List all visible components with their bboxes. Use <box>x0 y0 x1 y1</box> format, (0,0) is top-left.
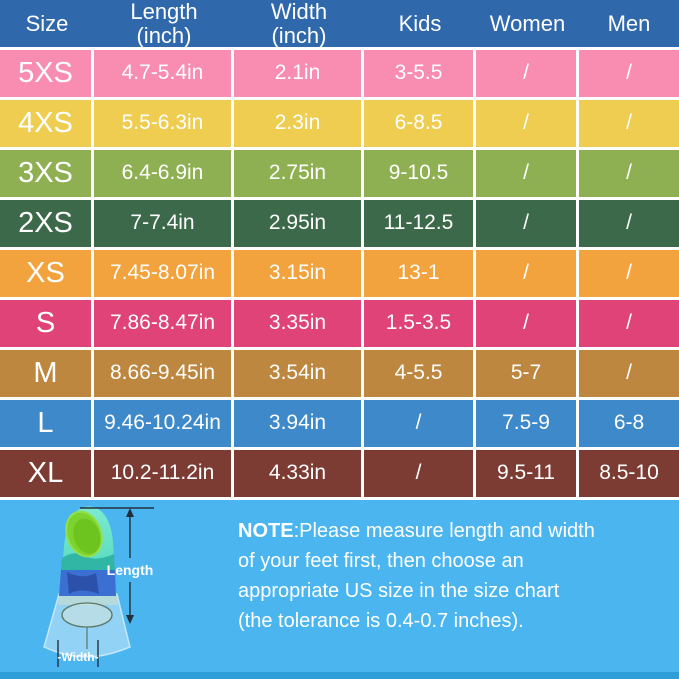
cell-width: 2.1in <box>234 50 364 97</box>
cell-men: / <box>626 111 632 135</box>
table-row-5xs: 5XS 4.7-5.4in 2.1in 3-5.5 / / <box>0 50 679 97</box>
table-row-l: L 9.46-10.24in 3.94in / 7.5-9 6-8 <box>0 400 679 447</box>
cell-kids: / <box>364 400 476 447</box>
cell-length: 4.7-5.4in <box>94 50 234 97</box>
cell-length: 7-7.4in <box>94 200 234 247</box>
cell-kids: 13-1 <box>364 250 476 297</box>
width-dimension-marks <box>57 640 99 667</box>
cell-women: 7.5-9 <box>476 400 579 447</box>
cell-length: 8.66-9.45in <box>94 350 234 397</box>
cell-kids: 9-10.5 <box>364 150 476 197</box>
cell-men: / <box>626 261 632 285</box>
cell-width: 3.35in <box>234 300 364 347</box>
table-row-3xs: 3XS 6.4-6.9in 2.75in 9-10.5 / / <box>0 150 679 197</box>
cell-size: 3XS <box>0 150 94 197</box>
cell-size: L <box>0 400 94 447</box>
cell-width: 4.33in <box>234 450 364 497</box>
cell-length: 6.4-6.9in <box>94 150 234 197</box>
cell-width: 3.15in <box>234 250 364 297</box>
cell-kids: 1.5-3.5 <box>364 300 476 347</box>
length-arrowhead-up <box>126 508 134 517</box>
header-cell-kids: Kids <box>398 10 442 36</box>
cell-size: XS <box>0 250 94 297</box>
cell-size: M <box>0 350 94 397</box>
cell-width: 3.54in <box>234 350 364 397</box>
cell-length: 7.45-8.07in <box>94 250 234 297</box>
cell-width: 2.95in <box>234 200 364 247</box>
header-cell-women: Women <box>489 10 566 36</box>
size-table: Size Length (inch) Width (inch) Kids Wom… <box>0 0 679 497</box>
cell-kids: 4-5.5 <box>364 350 476 397</box>
cell-women: 5-7 <box>476 350 579 397</box>
length-arrowhead-down <box>126 615 134 624</box>
cell-width: 2.75in <box>234 150 364 197</box>
note-line-4: (the tolerance is 0.4-0.7 inches). <box>238 610 524 632</box>
header-cell-length: Length (inch) <box>130 0 198 48</box>
table-row-xl: XL 10.2-11.2in 4.33in / 9.5-11 8.5-10 <box>0 450 679 497</box>
note-line-1-text: :Please measure length and width <box>293 520 595 542</box>
cell-size: XL <box>0 450 94 497</box>
note-text: NOTE:Please measure length and width of … <box>238 500 595 636</box>
table-header-row: Size Length (inch) Width (inch) Kids Wom… <box>0 0 679 47</box>
cell-men: 8.5-10 <box>599 461 659 485</box>
cell-women: / <box>476 200 579 247</box>
length-label: Length <box>107 562 154 578</box>
cell-women: / <box>476 150 579 197</box>
cell-size: 4XS <box>0 100 94 147</box>
cell-women: / <box>476 250 579 297</box>
cell-size: S <box>0 300 94 347</box>
note-section: Length -Width- NOTE:Please measure lengt… <box>0 500 679 679</box>
header-cell-width: Width (inch) <box>270 0 328 48</box>
cell-size: 2XS <box>0 200 94 247</box>
cell-men: 6-8 <box>613 411 645 435</box>
cell-men: / <box>626 61 632 85</box>
cell-length: 10.2-11.2in <box>94 450 234 497</box>
cell-women: / <box>476 300 579 347</box>
cell-kids: / <box>364 450 476 497</box>
cell-width: 3.94in <box>234 400 364 447</box>
header-cell-size: Size <box>25 10 69 36</box>
fin-illustration: Length -Width- <box>43 506 154 667</box>
cell-men: / <box>626 361 632 385</box>
table-row-2xs: 2XS 7-7.4in 2.95in 11-12.5 / / <box>0 200 679 247</box>
cell-kids: 3-5.5 <box>364 50 476 97</box>
table-row-m: M 8.66-9.45in 3.54in 4-5.5 5-7 / <box>0 350 679 397</box>
cell-size: 5XS <box>0 50 94 97</box>
cell-men: / <box>626 211 632 235</box>
cell-women: / <box>476 50 579 97</box>
note-bold-prefix: NOTE <box>238 520 294 542</box>
cell-men: / <box>626 311 632 335</box>
width-label: -Width- <box>57 650 98 664</box>
header-cell-men: Men <box>607 10 651 36</box>
fin-blade <box>43 593 131 658</box>
table-row-xs: XS 7.45-8.07in 3.15in 13-1 / / <box>0 250 679 297</box>
cell-women: 9.5-11 <box>476 450 579 497</box>
cell-length: 7.86-8.47in <box>94 300 234 347</box>
note-line-1: NOTE:Please measure length and width <box>238 516 595 546</box>
table-row-4xs: 4XS 5.5-6.3in 2.3in 6-8.5 / / <box>0 100 679 147</box>
cell-women: / <box>476 100 579 147</box>
cell-length: 9.46-10.24in <box>94 400 234 447</box>
cell-length: 5.5-6.3in <box>94 100 234 147</box>
bottom-edge-strip <box>0 672 679 679</box>
note-line-2: of your feet first, then choose an <box>238 550 524 572</box>
cell-men: / <box>626 161 632 185</box>
table-row-s: S 7.86-8.47in 3.35in 1.5-3.5 / / <box>0 300 679 347</box>
cell-kids: 6-8.5 <box>364 100 476 147</box>
fin-foot-opening <box>65 510 103 558</box>
cell-kids: 11-12.5 <box>364 200 476 247</box>
note-line-3: appropriate US size in the size chart <box>238 580 560 602</box>
cell-width: 2.3in <box>234 100 364 147</box>
length-dimension-arrow <box>80 507 154 618</box>
